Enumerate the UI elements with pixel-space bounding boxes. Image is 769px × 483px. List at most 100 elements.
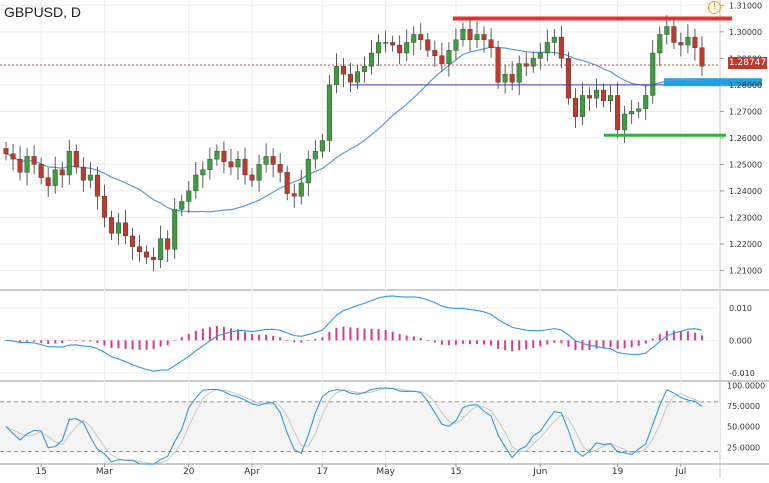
candle-body [298, 182, 304, 197]
candle-body [108, 217, 114, 234]
x-tick-label: 19 [612, 467, 624, 477]
last-price-tag: 1.28747 [728, 57, 767, 69]
histogram-bar [47, 340, 50, 344]
histogram-bar [616, 340, 619, 349]
level-layer [0, 16, 732, 137]
price-tick-label: 1.28000 [729, 81, 762, 90]
alert-icon[interactable]: ! [708, 1, 721, 14]
x-tick-label: Mar [96, 467, 113, 477]
histogram-bar [504, 340, 507, 351]
candle-body [249, 174, 255, 181]
histogram-bar [82, 340, 85, 342]
macd-line [5, 295, 703, 372]
histogram-bar [623, 340, 626, 349]
candle-body [474, 34, 480, 40]
histogram-bar [173, 340, 176, 341]
price-tick-label: 1.27000 [729, 107, 762, 116]
histogram-bar [637, 340, 640, 346]
candle-body [432, 50, 438, 56]
candle-body [551, 36, 557, 43]
histogram-bar [391, 331, 394, 341]
candle-body [650, 52, 656, 96]
candle-body [87, 174, 93, 181]
candle-body [291, 193, 297, 197]
axis-layer: 1.21000 1.22000 1.23000 1.24000 1.25000 1.260… [35, 1, 765, 477]
histogram-bar [110, 340, 113, 349]
histogram-bar [61, 340, 64, 344]
candle-body [390, 42, 396, 46]
candle-body [193, 174, 199, 192]
histogram-bar [342, 326, 345, 341]
x-tick-label: Jul [674, 467, 686, 477]
histogram-tick-label: -0.010 [729, 369, 755, 378]
candle-body [678, 42, 684, 46]
histogram-bar [553, 340, 556, 343]
candle-body [460, 28, 466, 40]
histogram-bar [265, 334, 268, 341]
histogram-bar [518, 340, 521, 351]
price-tick-label: 1.23000 [729, 213, 762, 222]
candle-body [643, 95, 649, 109]
histogram-bar [560, 340, 563, 344]
histogram-bar [145, 340, 148, 350]
histogram-bar [419, 337, 422, 341]
histogram-bar [497, 340, 500, 349]
histogram-bar [54, 340, 57, 344]
candle-body [263, 156, 269, 165]
candle-body [572, 97, 578, 117]
price-tick-label: 1.30000 [729, 28, 762, 37]
histogram-bar [349, 327, 352, 341]
candle-body [165, 238, 171, 250]
ma-layer [5, 46, 703, 213]
histogram-bar [187, 333, 190, 341]
candle-body [158, 238, 164, 261]
candle-body [312, 150, 318, 160]
price-tick-label: 1.26000 [729, 134, 762, 143]
oscillator-line [5, 387, 703, 465]
candle-body [3, 148, 9, 154]
candle-body [24, 156, 30, 173]
histogram-bar [574, 340, 577, 351]
candle-body [362, 66, 368, 72]
candle-body [284, 172, 290, 194]
candle-body [207, 158, 213, 170]
candle-body [537, 52, 543, 59]
oscillator-layer [0, 387, 720, 465]
oscillator-tick-label: 50.0000 [727, 423, 760, 432]
candle-body [340, 66, 346, 75]
histogram-bar [693, 332, 696, 341]
histogram-bar [75, 340, 78, 341]
candle-body [404, 42, 410, 54]
candle-body [608, 95, 614, 101]
histogram-bar [138, 340, 141, 350]
histogram-bar [180, 337, 183, 341]
candle-body [200, 169, 206, 176]
candle-body [355, 71, 361, 83]
histogram-bar [405, 335, 408, 341]
histogram-bar [68, 340, 71, 341]
candle-body [481, 34, 487, 40]
candle-body [123, 222, 129, 237]
candle-body [369, 52, 375, 67]
histogram-bar [356, 327, 359, 341]
candle-body [376, 42, 382, 54]
candle-body [347, 74, 353, 83]
x-tick-label: Jun [532, 467, 547, 477]
price-tick-label: 1.21000 [729, 266, 762, 275]
histogram-bar [609, 340, 612, 348]
candle-body [579, 95, 585, 117]
candle-body [565, 58, 571, 99]
candle-body [17, 158, 23, 173]
histogram-bar [335, 327, 338, 341]
histogram-bar [307, 340, 310, 341]
histogram-bar [194, 330, 197, 341]
histogram-bar [159, 340, 162, 347]
zone-layer [664, 78, 762, 87]
histogram-bar [370, 328, 373, 341]
histogram-bar [426, 340, 429, 341]
candle-body [94, 174, 100, 197]
candle-body [425, 39, 431, 51]
candle-body [502, 74, 508, 83]
